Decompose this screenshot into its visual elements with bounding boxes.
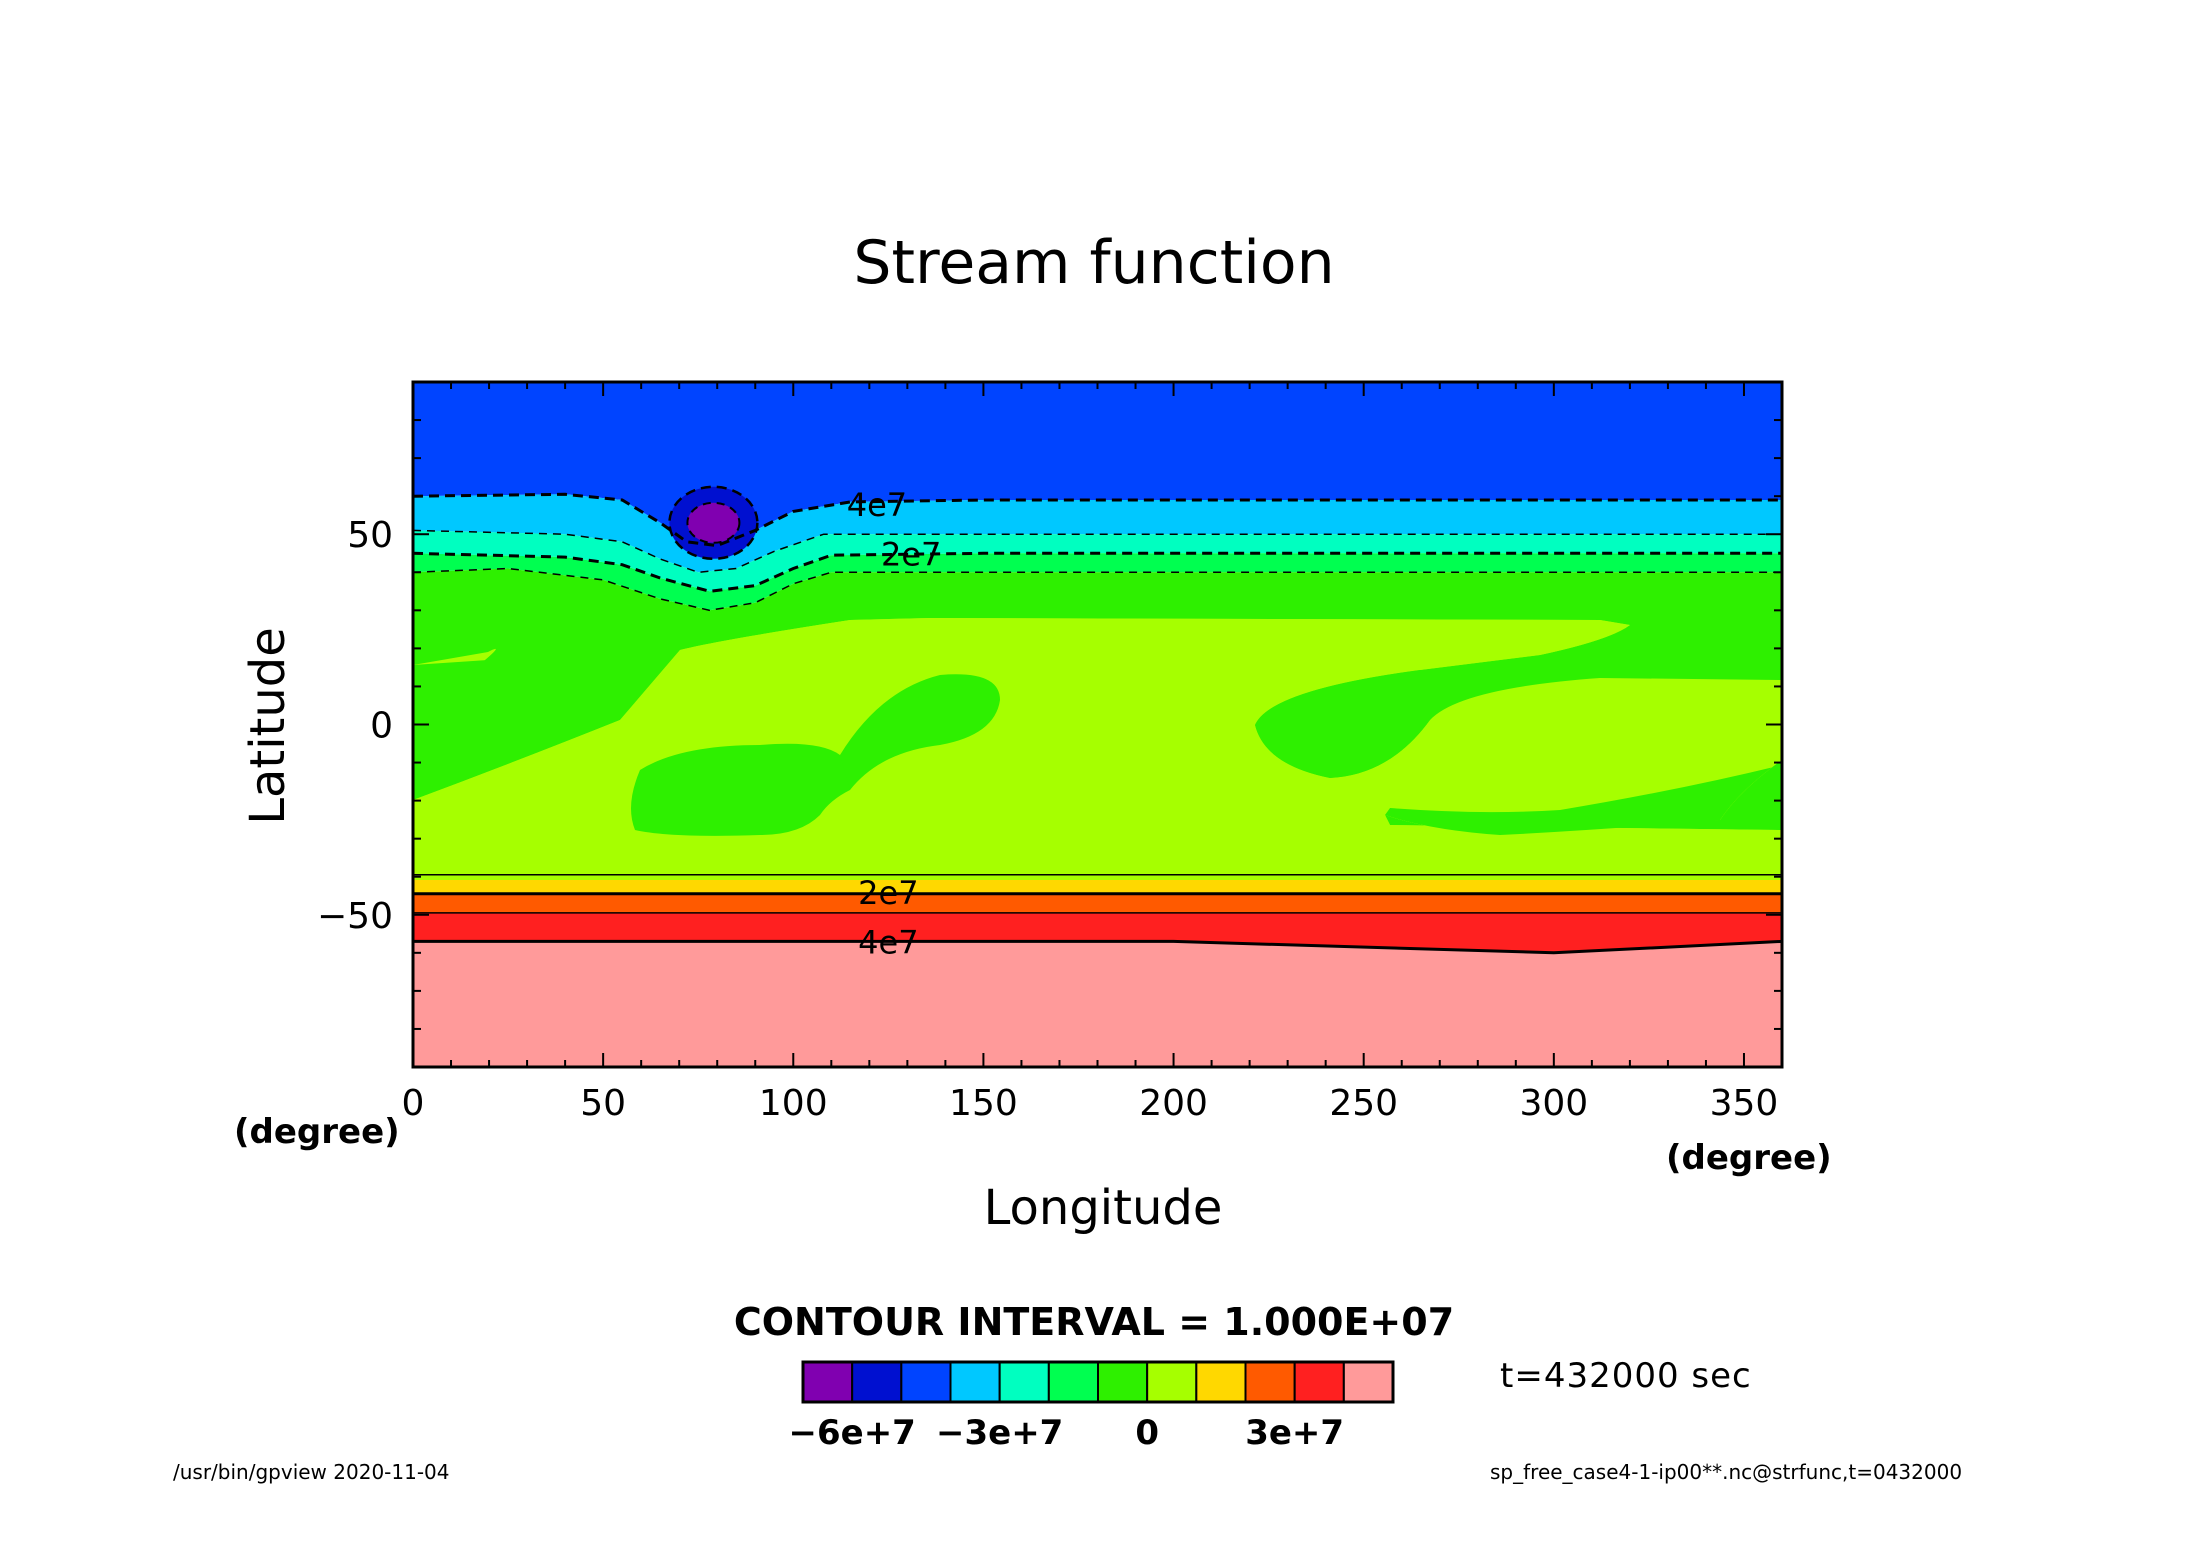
region-green-patch-3 [413, 660, 492, 740]
footer-source: sp_free_case4-1-ip00**.nc@strfunc,t=0432… [1490, 1460, 1963, 1484]
colorbar-swatch [1047, 1361, 1100, 1403]
contour-line-low-outer [668, 485, 759, 561]
colorbar-swatch [949, 1361, 1001, 1403]
contour-label-3: 4e7 [858, 923, 918, 961]
band-north-cyan [413, 494, 1782, 573]
colorbar-swatch [802, 1361, 854, 1403]
y-tick-label: 50 [347, 515, 393, 556]
x-tick-label: 100 [759, 1083, 828, 1124]
footer-program: /usr/bin/gpview 2020-11-04 [173, 1460, 450, 1484]
region-green-patch-4 [1255, 670, 1782, 835]
chart-title: Stream function [853, 228, 1335, 298]
colorbar-label: −6e+7 [788, 1413, 915, 1453]
y-tick-label: −50 [317, 896, 393, 937]
colorbar-swatch [1293, 1361, 1345, 1403]
x-tick-label: 200 [1139, 1083, 1208, 1124]
contour-line-n60 [412, 492, 1782, 548]
band-north-blue [413, 382, 1782, 546]
contour-label-0: 4e7 [847, 486, 907, 524]
contour-interval-label: CONTOUR INTERVAL = 1.000E+07 [733, 1300, 1455, 1344]
x-tick-label: 350 [1710, 1083, 1779, 1124]
time-label: t=432000 sec [1500, 1356, 1752, 1396]
colorbar-swatch [851, 1361, 903, 1403]
contour-line-n45 [412, 551, 1782, 593]
colorbar-swatch [1097, 1361, 1149, 1403]
y-axis-label: Latitude [240, 627, 296, 825]
band-north-green [413, 553, 1782, 611]
contour-line-n40 [412, 567, 1782, 612]
band-north-aqua [413, 530, 1782, 592]
colorbar-swatch [1146, 1361, 1198, 1403]
x-tick-label: 50 [580, 1083, 626, 1124]
x-tick-label: 0 [402, 1083, 425, 1124]
low-center [687, 502, 740, 543]
colorbar-label: −3e+7 [936, 1413, 1063, 1453]
x-tick-label: 300 [1519, 1083, 1588, 1124]
region-green-patch-2 [840, 674, 1000, 790]
contour-line-n50 [412, 529, 1782, 574]
x-tick-label: 250 [1329, 1083, 1398, 1124]
colorbar-swatch [998, 1361, 1050, 1403]
contour-line-s57 [413, 939, 1783, 955]
band-south-orange [413, 893, 1782, 913]
y-axis-unit: (degree) [234, 1112, 400, 1152]
colorbar-swatch [900, 1361, 952, 1403]
band-south-pink [413, 941, 1782, 1067]
x-tick-label: 150 [949, 1083, 1018, 1124]
x-axis-unit: (degree) [1666, 1138, 1832, 1178]
x-axis-label: Longitude [983, 1180, 1223, 1236]
colorbar-swatch [1342, 1361, 1395, 1403]
colorbar-frame [801, 1360, 1395, 1404]
colorbar-label: 0 [1135, 1413, 1159, 1453]
y-tick-label: 0 [370, 706, 393, 747]
colorbar-swatch [1244, 1361, 1296, 1403]
region-green-patch-1 [631, 743, 854, 836]
contour-label-1: 2e7 [881, 535, 941, 573]
contour-line-low-inner [686, 501, 741, 544]
colorbar-swatch [1195, 1361, 1247, 1403]
colorbar-label: 3e+7 [1245, 1413, 1344, 1453]
contour-label-2: 2e7 [858, 874, 918, 912]
band-south-red [413, 912, 1782, 953]
